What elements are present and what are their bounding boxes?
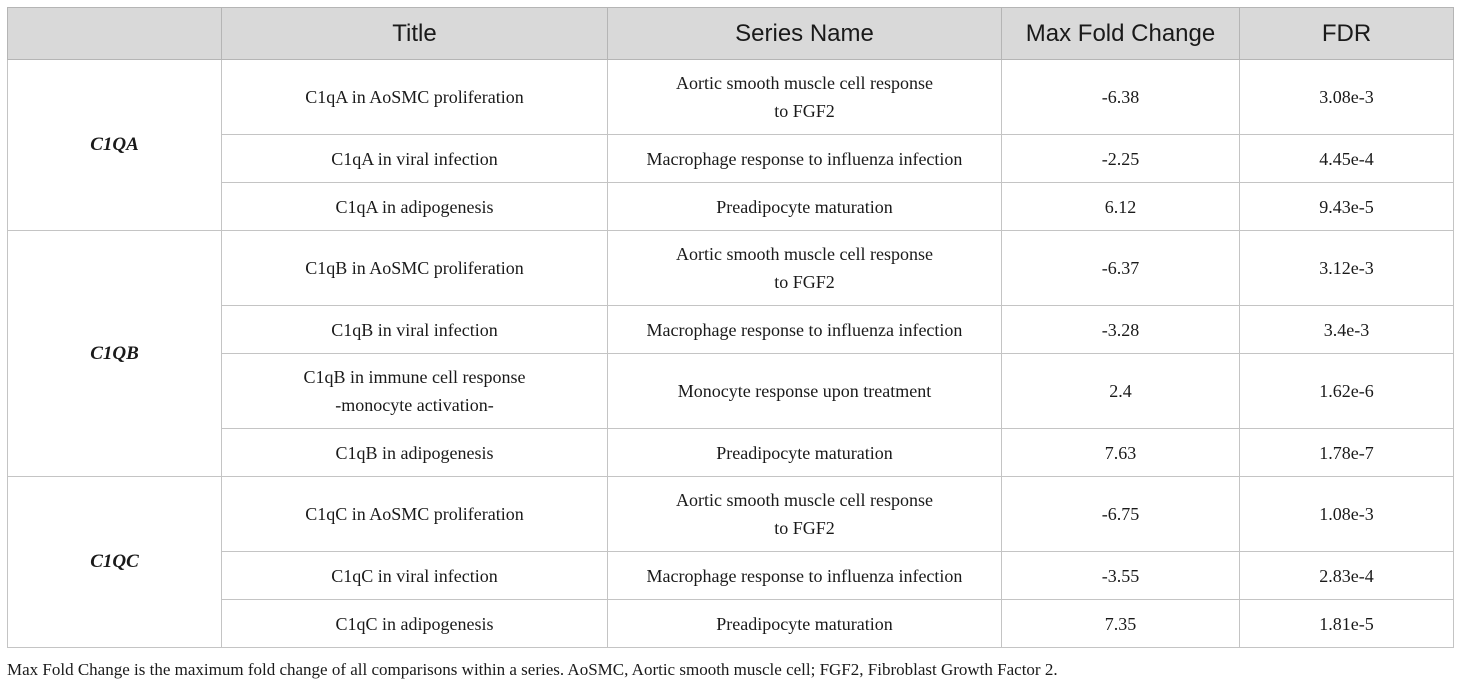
fdr-cell: 9.43e-5 xyxy=(1239,182,1454,231)
fdr-cell: 1.78e-7 xyxy=(1239,428,1454,477)
title-line: C1qB in adipogenesis xyxy=(335,442,494,463)
title-line: -monocyte activation- xyxy=(335,395,494,415)
header-title: Title xyxy=(221,7,608,60)
series-name-line: Macrophage response to influenza infecti… xyxy=(646,565,963,586)
max-fold-change-cell: -6.75 xyxy=(1001,476,1240,552)
gene-cell: C1QB xyxy=(7,230,222,477)
series-name-line: Macrophage response to influenza infecti… xyxy=(646,148,963,169)
gene-cell: C1QA xyxy=(7,59,222,231)
table-wrapper: Title Series Name Max Fold Change FDR C1… xyxy=(7,7,1454,648)
table-body: C1QA C1qA in AoSMC proliferation Aortic sm… xyxy=(7,59,1454,648)
max-fold-change-cell: -3.55 xyxy=(1001,551,1240,600)
title-cell: C1qC in viral infection xyxy=(221,551,608,600)
table-row: C1qB in viral infection Macrophage respon… xyxy=(8,305,1454,354)
title-cell: C1qA in AoSMC proliferation xyxy=(221,59,608,135)
table-row: C1qC in adipogenesis Preadipocyte maturat… xyxy=(8,599,1454,648)
series-name-cell: Preadipocyte maturation xyxy=(607,182,1002,231)
title-line: C1qB in viral infection xyxy=(331,319,498,340)
title-cell: C1qA in viral infection xyxy=(221,134,608,183)
title-line: C1qB in immune cell response xyxy=(303,367,526,387)
series-name-line: to FGF2 xyxy=(774,101,835,121)
max-fold-change-cell: 7.35 xyxy=(1001,599,1240,648)
max-fold-change-cell: 7.63 xyxy=(1001,428,1240,477)
header-fdr: FDR xyxy=(1239,7,1454,60)
header-series-name: Series Name xyxy=(607,7,1002,60)
max-fold-change-cell: -3.28 xyxy=(1001,305,1240,354)
table-row: C1QB C1qB in AoSMC proliferation Aortic sm… xyxy=(7,230,1454,477)
series-name-line: Preadipocyte maturation xyxy=(716,442,893,463)
title-line: C1qA in adipogenesis xyxy=(335,196,494,217)
series-name-line: Preadipocyte maturation xyxy=(716,196,893,217)
series-name-cell: Aortic smooth muscle cell response to FGF… xyxy=(607,476,1002,552)
max-fold-change-cell: -6.37 xyxy=(1001,230,1240,306)
title-cell: C1qB in viral infection xyxy=(221,305,608,354)
series-name-line: to FGF2 xyxy=(774,518,835,538)
fdr-cell: 3.08e-3 xyxy=(1239,59,1454,135)
fdr-cell: 2.83e-4 xyxy=(1239,551,1454,600)
fdr-cell: 1.08e-3 xyxy=(1239,476,1454,552)
title-cell: C1qA in adipogenesis xyxy=(221,182,608,231)
series-name-cell: Macrophage response to influenza infecti… xyxy=(607,551,1002,600)
table-header: Title Series Name Max Fold Change FDR xyxy=(7,7,1454,60)
series-name-cell: Monocyte response upon treatment xyxy=(607,353,1002,429)
fdr-cell: 1.62e-6 xyxy=(1239,353,1454,429)
series-name-cell: Aortic smooth muscle cell response to FGF… xyxy=(607,59,1002,135)
table-row: C1QC C1qC in AoSMC proliferation Aortic sm… xyxy=(7,476,1454,648)
series-name-line: Aortic smooth muscle cell response xyxy=(676,73,933,93)
max-fold-change-cell: 2.4 xyxy=(1001,353,1240,429)
table-row: C1qB in adipogenesis Preadipocyte maturat… xyxy=(8,428,1454,477)
table-row: C1qC in viral infection Macrophage respon… xyxy=(8,551,1454,600)
table-row: C1qB in immune cell response -monocyte ac… xyxy=(8,353,1454,429)
fdr-cell: 4.45e-4 xyxy=(1239,134,1454,183)
max-fold-change-cell: 6.12 xyxy=(1001,182,1240,231)
series-name-line: Macrophage response to influenza infecti… xyxy=(646,319,963,340)
title-line: C1qA in AoSMC proliferation xyxy=(305,87,524,107)
title-line: C1qC in viral infection xyxy=(331,565,498,586)
series-name-line: Aortic smooth muscle cell response xyxy=(676,490,933,510)
title-cell: C1qC in AoSMC proliferation xyxy=(221,476,608,552)
header-gene xyxy=(7,7,222,60)
header-max-fold-change: Max Fold Change xyxy=(1001,7,1240,60)
title-line: C1qB in AoSMC proliferation xyxy=(305,258,524,278)
series-name-cell: Aortic smooth muscle cell response to FGF… xyxy=(607,230,1002,306)
header-row: Title Series Name Max Fold Change FDR xyxy=(7,7,1454,60)
series-name-line: to FGF2 xyxy=(774,272,835,292)
fdr-cell: 3.4e-3 xyxy=(1239,305,1454,354)
title-cell: C1qB in AoSMC proliferation xyxy=(221,230,608,306)
gene-cell: C1QC xyxy=(7,476,222,648)
series-name-line: Monocyte response upon treatment xyxy=(677,381,932,401)
max-fold-change-cell: -2.25 xyxy=(1001,134,1240,183)
title-line: C1qA in viral infection xyxy=(331,148,498,169)
title-cell: C1qB in adipogenesis xyxy=(221,428,608,477)
series-name-cell: Macrophage response to influenza infecti… xyxy=(607,134,1002,183)
table-row: C1qA in viral infection Macrophage respon… xyxy=(8,134,1454,183)
series-name-cell: Preadipocyte maturation xyxy=(607,599,1002,648)
table-row: C1QA C1qA in AoSMC proliferation Aortic sm… xyxy=(7,59,1454,231)
series-name-line: Preadipocyte maturation xyxy=(716,613,893,634)
fdr-cell: 3.12e-3 xyxy=(1239,230,1454,306)
series-name-line: Aortic smooth muscle cell response xyxy=(676,244,933,264)
data-table: Title Series Name Max Fold Change FDR C1… xyxy=(7,7,1454,648)
series-name-cell: Preadipocyte maturation xyxy=(607,428,1002,477)
title-cell: C1qC in adipogenesis xyxy=(221,599,608,648)
title-cell: C1qB in immune cell response -monocyte ac… xyxy=(221,353,608,429)
title-line: C1qC in adipogenesis xyxy=(335,613,494,634)
table-caption: Max Fold Change is the maximum fold chan… xyxy=(7,660,1058,679)
fdr-cell: 1.81e-5 xyxy=(1239,599,1454,648)
table-row: C1qA in adipogenesis Preadipocyte maturat… xyxy=(8,182,1454,231)
max-fold-change-cell: -6.38 xyxy=(1001,59,1240,135)
title-line: C1qC in AoSMC proliferation xyxy=(305,504,524,524)
series-name-cell: Macrophage response to influenza infecti… xyxy=(607,305,1002,354)
